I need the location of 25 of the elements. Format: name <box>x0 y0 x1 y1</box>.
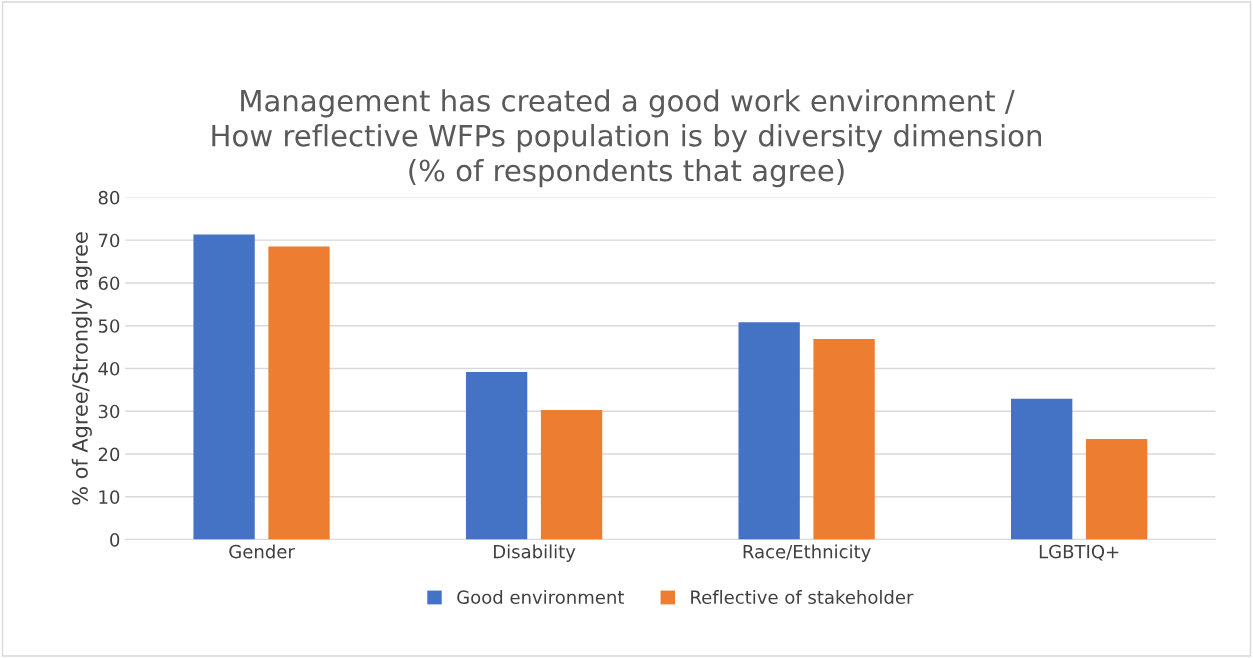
y-tick-label: 50 <box>98 319 120 333</box>
y-tick-label: 80 <box>98 190 120 205</box>
y-tick-label: 40 <box>98 361 120 376</box>
x-tick-label: Gender <box>229 544 295 559</box>
y-tick-label: 60 <box>98 276 120 291</box>
x-tick-label: Race/Ethnicity <box>743 544 871 562</box>
legend-label: Reflective of stakeholder <box>691 590 914 604</box>
y-tick-label: 20 <box>98 447 120 462</box>
y-tick-label: 10 <box>99 490 120 504</box>
bar <box>268 246 330 540</box>
bar <box>540 409 603 540</box>
x-tick-label: Disability <box>494 544 576 562</box>
legend-label: Good environment <box>457 590 625 604</box>
y-tick-label: 70 <box>98 233 120 248</box>
y-tick-label: 30 <box>98 404 120 419</box>
bar <box>738 322 800 540</box>
chart-title: Management has created a good work environment / How reflective WFPs population is by diversity dimension (% of respondents that agree) <box>212 89 1042 188</box>
bar <box>813 338 875 540</box>
x-tick-label: LGBTIQ+ <box>1039 544 1119 561</box>
bar <box>193 234 255 540</box>
y-axis-title: % of Agree/Strongly agree <box>71 232 92 505</box>
y-tick-label: 0 <box>110 533 120 547</box>
bar <box>1085 439 1148 540</box>
bar <box>1011 398 1073 540</box>
bar <box>465 371 528 540</box>
